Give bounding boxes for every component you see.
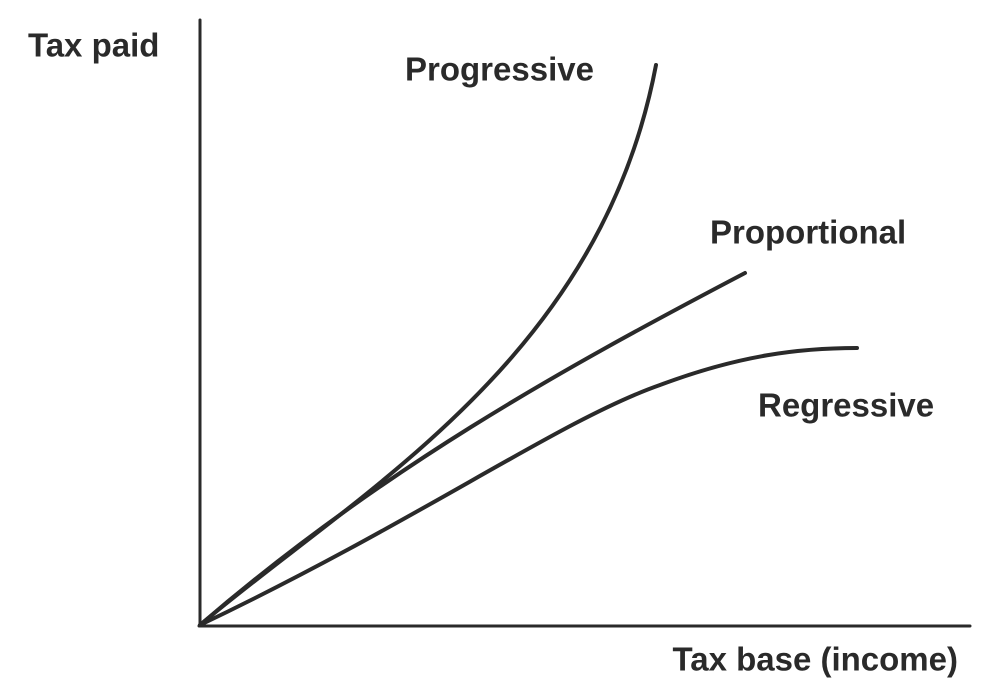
y-axis-label: Tax paid: [28, 27, 159, 64]
regressive-curve: [198, 346, 859, 627]
progressive-curve: [198, 63, 658, 627]
proportional-curve: [198, 271, 747, 627]
curve-label: Proportional: [710, 214, 906, 251]
x-axis-label: Tax base (income): [673, 641, 958, 678]
curve-label: Regressive: [758, 387, 934, 424]
curve-label: Progressive: [405, 51, 594, 88]
